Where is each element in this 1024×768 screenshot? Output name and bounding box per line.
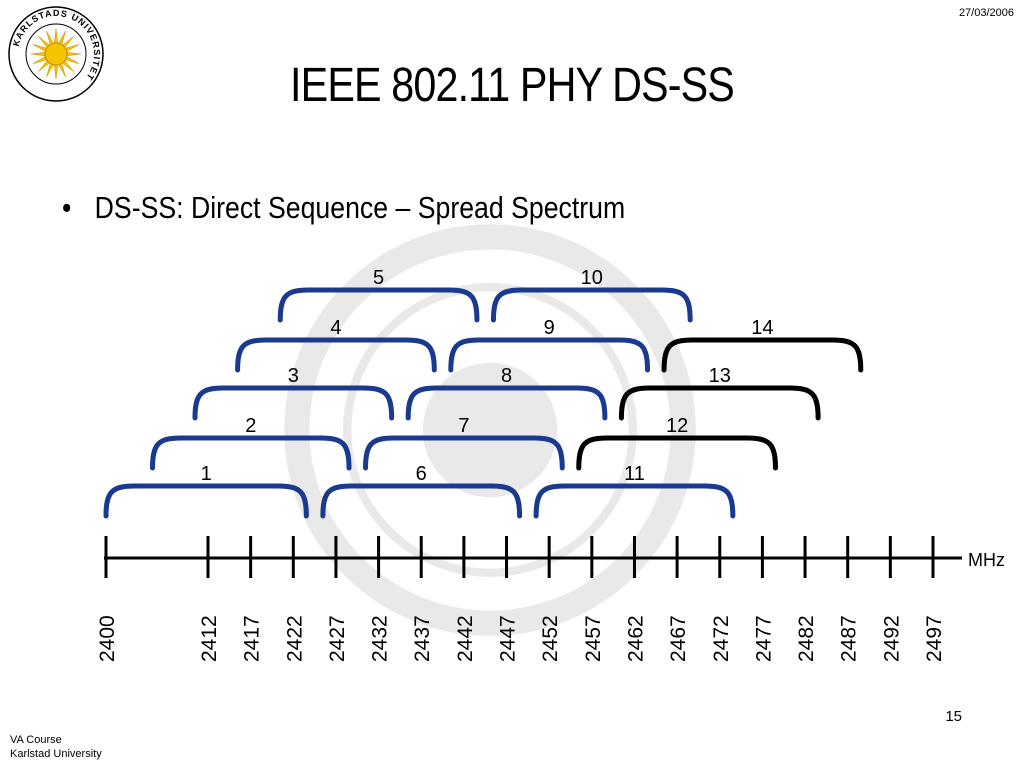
watermark-seal xyxy=(284,224,696,636)
tick-label-2467: 2467 xyxy=(667,615,690,662)
frequency-axis: 2400 2412 2417 2422 2427 2432 2437 2442 2447 2452… xyxy=(96,536,1005,662)
tick-label-2492: 2492 xyxy=(880,615,903,662)
channel-4-label: 4 xyxy=(330,317,341,339)
channel-3-label: 3 xyxy=(288,365,299,387)
tick-label-2422: 2422 xyxy=(283,615,306,662)
channel-14-arc xyxy=(661,337,864,373)
tick-label-2477: 2477 xyxy=(752,615,775,662)
channel-3-arc xyxy=(192,385,395,421)
channel-8-arc xyxy=(405,385,608,421)
tick-label-2442: 2442 xyxy=(454,615,477,662)
channel-2-arc xyxy=(150,435,352,471)
channel-11-label: 11 xyxy=(624,463,645,485)
channel-6-arc xyxy=(320,483,523,519)
channel-11-arc xyxy=(533,483,736,519)
channel-2-label: 2 xyxy=(245,415,256,437)
tick-label-2457: 2457 xyxy=(582,615,605,662)
channel-4-arc xyxy=(235,337,437,373)
channel-10-arc xyxy=(490,287,693,323)
slide-title: IEEE 802.11 PHY DS-SS xyxy=(290,59,735,112)
channel-8-label: 8 xyxy=(501,365,512,387)
tick-label-2437: 2437 xyxy=(411,615,434,662)
footer: VA Course Karlstad University xyxy=(10,733,102,761)
tick-label-2462: 2462 xyxy=(624,615,647,662)
page-number: 15 xyxy=(945,708,962,725)
channel-5-arc xyxy=(277,287,480,323)
channel-12-arc xyxy=(576,435,778,471)
axis-unit-label: MHz xyxy=(968,550,1005,570)
channel-9-arc xyxy=(448,337,651,373)
channel-10-label: 10 xyxy=(581,267,603,289)
channel-1-label: 1 xyxy=(201,463,212,485)
channel-13-arc xyxy=(618,385,821,421)
tick-label-2447: 2447 xyxy=(497,615,520,662)
tick-label-2482: 2482 xyxy=(795,615,818,662)
tick-label-2472: 2472 xyxy=(710,615,733,662)
channel-7-label: 7 xyxy=(458,415,469,437)
channel-13-label: 13 xyxy=(709,365,731,387)
footer-course: VA Course xyxy=(10,734,62,746)
university-logo: KARLSTADS UNIVERSITET xyxy=(8,6,104,102)
tick-label-2417: 2417 xyxy=(241,615,264,662)
footer-institution: Karlstad University xyxy=(10,748,102,760)
tick-label-2412: 2412 xyxy=(198,615,221,662)
channel-6-label: 6 xyxy=(416,463,427,485)
tick-label-2400: 2400 xyxy=(96,615,119,662)
channel-14-label: 14 xyxy=(751,317,773,339)
tick-label-2487: 2487 xyxy=(838,615,861,662)
channel-9-label: 9 xyxy=(544,317,555,339)
tick-label-2452: 2452 xyxy=(539,615,562,662)
bullet-dot-icon: • xyxy=(62,190,72,225)
tick-label-2427: 2427 xyxy=(326,615,349,662)
channel-12-label: 12 xyxy=(666,415,688,437)
sun-icon xyxy=(30,28,82,80)
channel-7-arc xyxy=(363,435,565,471)
tick-label-2497: 2497 xyxy=(923,615,946,662)
tick-label-2432: 2432 xyxy=(369,615,392,662)
channel-5-label: 5 xyxy=(373,267,384,289)
channel-1-arc xyxy=(103,483,309,519)
slide-date: 27/03/2006 xyxy=(958,7,1014,19)
bullet-text: DS-SS: Direct Sequence – Spread Spectrum xyxy=(94,190,626,225)
bullet-item: • DS-SS: Direct Sequence – Spread Spectru… xyxy=(62,190,625,226)
